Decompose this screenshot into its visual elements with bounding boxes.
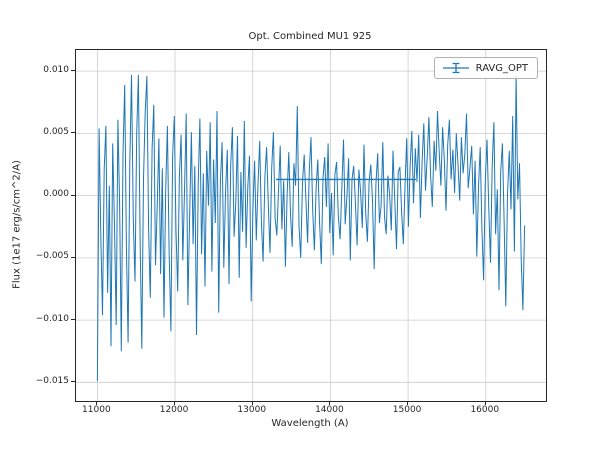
x-tick-label: 15000 bbox=[392, 405, 422, 415]
x-tickmark bbox=[174, 401, 176, 405]
x-tickmark bbox=[96, 401, 98, 405]
y-tick-label: 0.000 bbox=[43, 189, 69, 200]
x-tickmark bbox=[329, 401, 331, 405]
plot-title: Opt. Combined MU1 925 bbox=[248, 31, 372, 42]
y-tick-label: 0.010 bbox=[43, 64, 69, 75]
legend-errorbar-icon bbox=[442, 62, 469, 74]
x-axis-label: Wavelength (A) bbox=[271, 418, 349, 429]
x-tick-label: 11000 bbox=[82, 405, 111, 415]
x-tick-label: 12000 bbox=[159, 405, 189, 415]
x-tick-label: 13000 bbox=[237, 405, 267, 415]
legend: RAVG_OPT bbox=[433, 57, 538, 79]
y-tick-label: −0.015 bbox=[35, 375, 69, 386]
x-tick-label: 16000 bbox=[470, 405, 500, 415]
x-tickmark bbox=[251, 401, 253, 405]
y-tick-label: −0.005 bbox=[35, 251, 69, 262]
y-tick-label: −0.010 bbox=[35, 313, 69, 324]
y-tickmark bbox=[71, 319, 75, 321]
x-tick-label: 14000 bbox=[315, 405, 344, 415]
y-tickmark bbox=[71, 256, 75, 258]
y-tick-label: 0.005 bbox=[43, 126, 69, 137]
y-axis-label: Flux (1e17 erg/s/cm^2/A) bbox=[11, 160, 23, 289]
y-tickmark bbox=[71, 194, 75, 196]
x-tickmark bbox=[407, 401, 409, 405]
y-tickmark bbox=[71, 132, 75, 134]
spectrum-line bbox=[96, 74, 526, 382]
plot-area bbox=[75, 49, 547, 402]
x-tickmark bbox=[484, 401, 486, 405]
plot-canvas bbox=[76, 50, 546, 401]
legend-label: RAVG_OPT bbox=[475, 62, 528, 74]
y-tickmark bbox=[71, 70, 75, 72]
y-tickmark bbox=[71, 381, 75, 383]
